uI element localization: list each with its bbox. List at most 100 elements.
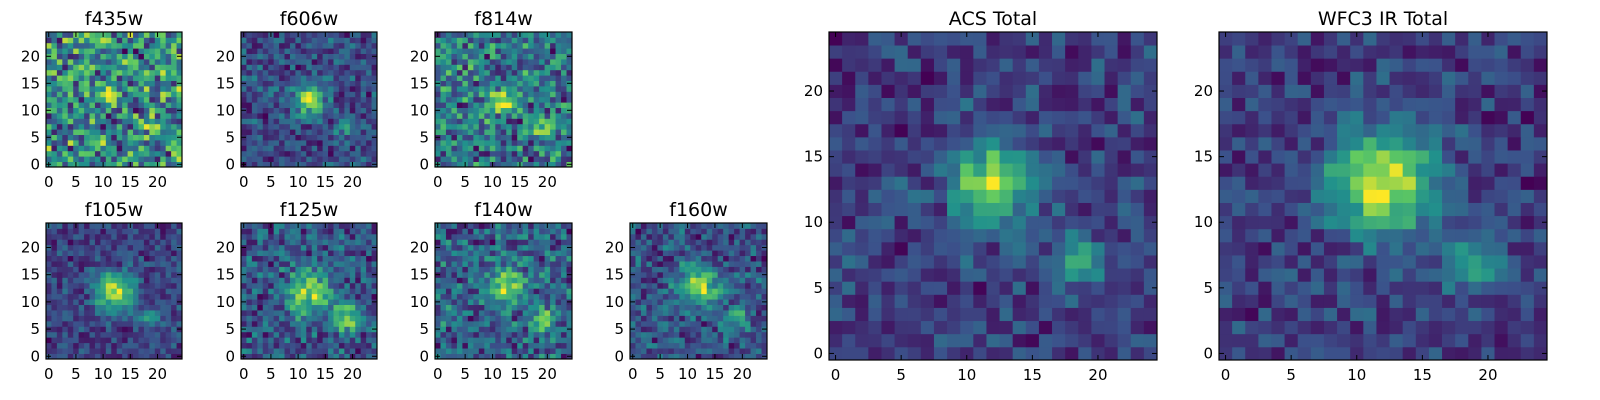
heatmap-cell [478, 59, 485, 65]
heatmap-cell [467, 86, 474, 92]
heatmap-cell [435, 250, 441, 257]
heatmap-cell [695, 326, 702, 333]
heatmap-cell [251, 266, 258, 273]
heatmap-cell [257, 310, 264, 316]
heatmap-cell [105, 91, 112, 98]
heatmap-cell [251, 282, 258, 289]
heatmap-cell [739, 261, 746, 267]
heatmap-cell [1117, 189, 1132, 203]
heatmap-cell [84, 293, 90, 300]
heatmap-cell [295, 288, 302, 295]
heatmap-cell [100, 140, 107, 146]
heatmap-cell [84, 250, 90, 257]
heatmap-cell [522, 48, 529, 54]
heatmap-cell [366, 123, 372, 130]
heatmap-cell [500, 59, 507, 65]
heatmap-cell [160, 293, 167, 300]
heatmap-cell [160, 32, 167, 38]
heatmap-cell [511, 156, 518, 162]
heatmap-cell [489, 123, 496, 130]
heatmap-cell [295, 86, 302, 92]
heatmap-cell [679, 315, 686, 322]
heatmap-cell [111, 145, 118, 152]
heatmap-cell [279, 32, 285, 38]
heatmap-cell [478, 140, 485, 146]
heatmap-cell [506, 239, 513, 246]
heatmap-cell [522, 288, 529, 295]
heatmap-cell [160, 53, 167, 60]
heatmap-cell [333, 91, 340, 98]
heatmap-cell [495, 96, 502, 103]
heatmap-cell [366, 342, 372, 349]
heatmap-cell [84, 59, 90, 65]
heatmap-cell [279, 80, 285, 87]
heatmap-cell [94, 118, 101, 125]
heatmap-cell [328, 271, 334, 278]
heatmap-cell [920, 176, 935, 190]
heatmap-cell [333, 42, 340, 49]
heatmap-cell [544, 255, 551, 262]
heatmap-cell [289, 277, 296, 284]
heatmap-cell [462, 320, 469, 327]
heatmap-cell [84, 271, 90, 278]
heatmap-cell [366, 261, 372, 267]
heatmap-cell [986, 241, 1000, 256]
heatmap-cell [435, 140, 441, 146]
heatmap-cell [84, 310, 90, 316]
heatmap-cell [881, 228, 895, 243]
heatmap-cell [171, 53, 177, 60]
heatmap-cell [868, 307, 882, 322]
heatmap-cell [94, 75, 101, 81]
heatmap-cell [489, 129, 496, 135]
heatmap-cell [100, 145, 107, 152]
heatmap-cell [56, 53, 63, 60]
heatmap-cell [311, 107, 318, 114]
heatmap-cell [273, 310, 280, 316]
heatmap-cell [366, 86, 372, 92]
heatmap-cell [122, 348, 128, 354]
heatmap-cell [550, 320, 556, 327]
heatmap-cell [143, 145, 150, 152]
heatmap-cell [46, 228, 52, 235]
heatmap-cell [517, 150, 524, 157]
heatmap-cell [111, 239, 118, 246]
heatmap-cell [171, 288, 177, 295]
heatmap-cell [717, 261, 724, 267]
heatmap-cell [745, 320, 751, 327]
heatmap-cell [456, 326, 463, 333]
heatmap-cell [684, 250, 691, 257]
heatmap-cell [165, 91, 172, 98]
heatmap-cell [734, 228, 740, 235]
heatmap-cell [467, 42, 474, 49]
heatmap-cell [111, 75, 118, 81]
heatmap-cell [1104, 333, 1119, 348]
heatmap-cell [344, 353, 351, 360]
heatmap-cell [122, 320, 128, 327]
heatmap-cell [143, 244, 150, 251]
heatmap-cell [920, 150, 935, 164]
heatmap-cell [268, 293, 275, 300]
heatmap-cell [111, 244, 118, 251]
heatmap-cell [947, 320, 961, 335]
heatmap-cell [723, 282, 730, 289]
heatmap-cell [171, 129, 177, 135]
heatmap-cell [355, 288, 362, 295]
heatmap-cell [67, 134, 74, 141]
heatmap-cell [94, 255, 101, 262]
heatmap-cell [999, 202, 1014, 217]
heatmap-cell [894, 294, 909, 308]
heatmap-cell [122, 271, 128, 278]
heatmap-cell [311, 32, 318, 38]
heatmap-cell [657, 277, 664, 284]
heatmap-cell [539, 86, 545, 92]
heatmap-cell [462, 271, 469, 278]
heatmap-cell [451, 315, 458, 322]
heatmap-cell [171, 320, 177, 327]
heatmap-cell [500, 320, 507, 327]
heatmap-cell [67, 342, 74, 349]
heatmap-cell [462, 326, 469, 333]
heatmap-cell [712, 239, 719, 246]
heatmap-cell [668, 326, 675, 333]
heatmap-cell [539, 53, 545, 60]
heatmap-cell [133, 353, 139, 360]
